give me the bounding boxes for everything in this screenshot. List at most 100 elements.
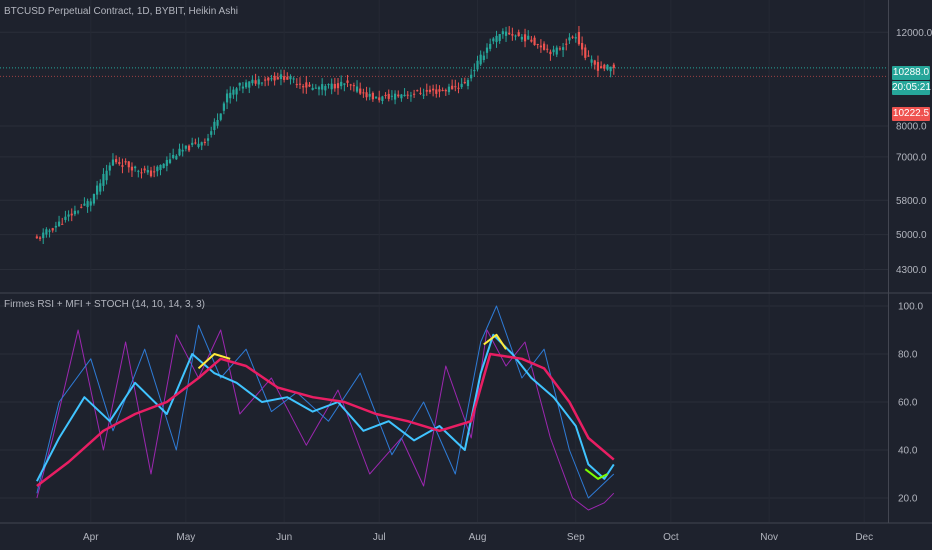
candle-body [495, 35, 498, 43]
candle-body [241, 86, 245, 89]
candle-body [305, 82, 308, 88]
candle-body [485, 47, 489, 53]
candle-body [210, 131, 213, 135]
price-axis-tick: 5800.0 [896, 196, 927, 207]
time-axis-tick: Dec [855, 532, 873, 543]
candle-body [343, 83, 346, 85]
candle-body [581, 43, 584, 50]
candle-body [76, 211, 80, 213]
candle-body [137, 170, 140, 172]
candle-body [432, 88, 435, 91]
candle-body [67, 214, 70, 217]
signal-line [36, 352, 615, 487]
candle-body [118, 162, 121, 164]
candle-body [181, 149, 184, 152]
candle-body [260, 82, 264, 84]
highlight-segment [584, 468, 608, 480]
candle-body [406, 94, 409, 96]
candle-body [317, 87, 321, 90]
candle-body [42, 232, 45, 239]
candle-body [593, 60, 596, 65]
candle-body [504, 31, 508, 36]
time-axis-tick: Nov [760, 532, 778, 543]
candle-body [428, 89, 432, 92]
candle-body [108, 165, 111, 171]
candle-body [168, 159, 172, 163]
candle-body [314, 87, 317, 89]
candle-body [124, 161, 127, 163]
candle-body [561, 47, 565, 50]
candle-body [584, 47, 587, 58]
candle-body [273, 75, 276, 81]
candle-body [248, 81, 251, 88]
candle-body [536, 43, 539, 45]
candle-body [184, 145, 187, 149]
candle-body [330, 83, 333, 90]
candle-body [340, 81, 343, 87]
candle-body [73, 210, 77, 215]
candle-body [346, 80, 349, 83]
candle-body [419, 92, 422, 94]
candle-body [463, 82, 466, 84]
low-price-badge: 10222.5 [892, 107, 930, 121]
candle-body [359, 88, 362, 94]
candle-body [130, 166, 134, 171]
candle-body [229, 92, 232, 99]
candle-body [511, 34, 514, 36]
candle-body [92, 194, 96, 204]
candle-body [197, 143, 200, 147]
indicator-title: Firmes RSI + MFI + STOCH (14, 10, 14, 3,… [4, 299, 205, 310]
oscillator-axis-tick: 100.0 [898, 302, 923, 313]
time-axis-tick: Apr [83, 532, 99, 543]
candle-body [159, 164, 162, 170]
candle-body [400, 94, 403, 99]
candle-body [374, 96, 378, 99]
candle-body [416, 90, 419, 92]
candle-body [45, 229, 48, 235]
candle-body [175, 155, 178, 160]
candle-body [482, 55, 485, 61]
candle-body [612, 64, 615, 68]
candle-body [172, 154, 175, 158]
candle-body [295, 84, 298, 86]
candle-body [454, 86, 457, 88]
candle-body [517, 32, 520, 37]
candle-body [162, 163, 165, 169]
highlight-segment [483, 333, 507, 350]
candle-body [352, 85, 355, 87]
candle-body [286, 76, 289, 80]
candle-body [447, 86, 451, 93]
candle-body [397, 94, 400, 97]
candle-body [143, 168, 146, 171]
candle-body [99, 183, 102, 192]
candle-body [333, 83, 336, 89]
candle-body [232, 89, 235, 95]
oscillator-axis-tick: 80.0 [898, 350, 918, 361]
candle-body [571, 36, 574, 38]
candle-body [393, 93, 397, 100]
candle-body [156, 166, 159, 172]
time-axis-tick: Aug [469, 532, 487, 543]
price-axis-tick: 5000.0 [896, 230, 927, 241]
candle-body [321, 84, 324, 90]
candle-body [270, 78, 273, 80]
candle-body [527, 35, 530, 40]
candle-body [324, 86, 327, 91]
stoch-line [36, 329, 615, 511]
candle-body [61, 223, 64, 225]
candle-body [365, 92, 368, 98]
candle-body [121, 165, 124, 167]
candle-body [35, 236, 38, 239]
candle-body [102, 173, 105, 186]
candle-body [264, 79, 267, 81]
candle-body [200, 142, 203, 146]
candle-body [362, 92, 365, 94]
candle-body [57, 221, 61, 227]
candle-body [476, 60, 479, 70]
candle-body [140, 172, 143, 174]
candle-body [86, 201, 89, 208]
candle-body [609, 66, 612, 72]
candle-body [336, 83, 340, 89]
candle-body [111, 159, 115, 166]
